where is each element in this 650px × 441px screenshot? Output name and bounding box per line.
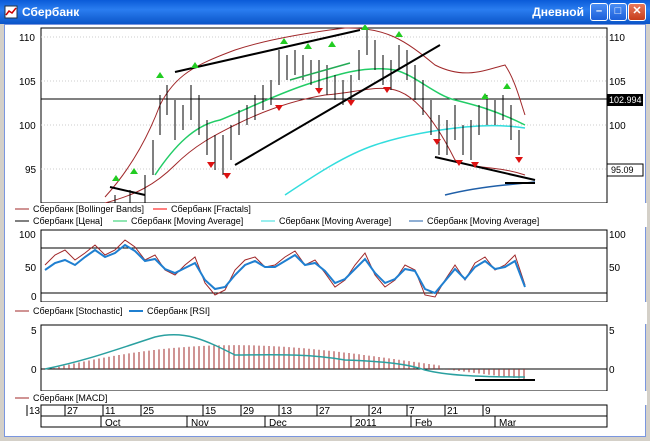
legend-macd: Сбербанк [MACD] xyxy=(33,393,107,403)
price-tick-right: 110 xyxy=(609,33,625,44)
minimize-button[interactable]: – xyxy=(590,3,608,21)
osc-tick-left: 50 xyxy=(25,263,37,274)
price-tick-left: 110 xyxy=(19,33,35,44)
price-legend: Сбербанк [Bollinger Bands] Сбербанк [Fra… xyxy=(15,204,539,226)
macd-tick-left: 0 xyxy=(31,365,37,376)
price-tick-right: 105 xyxy=(609,77,626,88)
legend-ma3: Сбербанк [Moving Average] xyxy=(427,216,539,226)
day-tick-label: 24 xyxy=(371,406,383,417)
macd-panel[interactable]: 5 0 5 0 Сбербанк [MACD] xyxy=(5,324,647,405)
time-axis: 13 27 11 25 15 29 13 27 24 7 21 9 Oct Nov Dec 2011 Feb M… xyxy=(26,404,608,429)
month-label: Dec xyxy=(269,418,287,429)
day-tick-label: 9 xyxy=(485,406,491,417)
legend-price: Сбербанк [Цена] xyxy=(33,216,103,226)
day-tick-label: 13 xyxy=(281,406,293,417)
day-tick-label: 25 xyxy=(143,406,155,417)
month-label: 2011 xyxy=(355,418,377,429)
price-tick-left: 95 xyxy=(25,165,37,176)
macd-tick-right: 0 xyxy=(609,365,615,376)
osc-tick-left: 100 xyxy=(19,230,36,241)
maximize-button[interactable]: □ xyxy=(609,3,627,21)
legend-rsi: Сбербанк [RSI] xyxy=(147,306,210,316)
day-tick-label: 15 xyxy=(205,406,217,417)
close-icon: ✕ xyxy=(632,5,642,17)
month-label: Nov xyxy=(191,418,209,429)
macd-tick-right: 5 xyxy=(609,326,615,337)
maximize-icon: □ xyxy=(614,5,622,17)
legend-ma2: Сбербанк [Moving Average] xyxy=(279,216,391,226)
day-tick-label: 29 xyxy=(243,406,255,417)
day-tick-label: 21 xyxy=(447,406,459,417)
osc-tick-right: 50 xyxy=(609,263,621,274)
day-tick-label: 27 xyxy=(319,406,331,417)
day-tick-label: 27 xyxy=(67,406,79,417)
day-tick-label: 7 xyxy=(409,406,415,417)
legend-fractals: Сбербанк [Fractals] xyxy=(171,204,251,214)
month-label: Oct xyxy=(105,418,121,429)
month-label: Mar xyxy=(499,418,517,429)
price-tick-left: 105 xyxy=(19,77,36,88)
month-label: Feb xyxy=(415,418,433,429)
osc-tick-left: 0 xyxy=(31,292,37,303)
price-tick-left: 100 xyxy=(19,121,36,132)
legend-ma1: Сбербанк [Moving Average] xyxy=(131,216,243,226)
day-tick-label: 13 xyxy=(29,406,41,417)
marker-price-label: 95.09 xyxy=(611,165,634,175)
price-panel[interactable]: 110 105 100 95 110 105 100 102.994 95.09 xyxy=(5,25,647,227)
oscillator-panel[interactable]: 100 50 0 100 50 Сбербанк [Stochastic] Сб… xyxy=(5,229,647,324)
chart-app-icon xyxy=(4,5,18,19)
day-tick-label: 11 xyxy=(105,406,116,417)
macd-legend: Сбербанк [MACD] xyxy=(15,393,107,403)
price-tick-right: 100 xyxy=(609,121,626,132)
macd-tick-left: 5 xyxy=(31,326,37,337)
minimize-icon: – xyxy=(595,5,603,17)
close-button[interactable]: ✕ xyxy=(628,3,646,21)
last-price-label: 102.994 xyxy=(609,95,642,105)
marker-price-box xyxy=(606,163,644,177)
legend-stochastic: Сбербанк [Stochastic] xyxy=(33,306,122,316)
legend-bollinger: Сбербанк [Bollinger Bands] xyxy=(33,204,144,214)
osc-tick-right: 100 xyxy=(609,230,626,241)
chart-window: 110 105 100 95 110 105 100 102.994 95.09 xyxy=(4,24,647,438)
last-price-box xyxy=(607,94,643,106)
period-label: Дневной xyxy=(532,5,584,19)
title-bar: Сбербанк Дневной – □ ✕ xyxy=(0,0,650,24)
macd-histogram xyxy=(53,345,525,380)
chart-canvas[interactable]: 110 105 100 95 110 105 100 102.994 95.09 xyxy=(5,25,647,438)
window-title: Сбербанк xyxy=(22,5,80,19)
osc-legend: Сбербанк [Stochastic] Сбербанк [RSI] xyxy=(15,306,210,316)
